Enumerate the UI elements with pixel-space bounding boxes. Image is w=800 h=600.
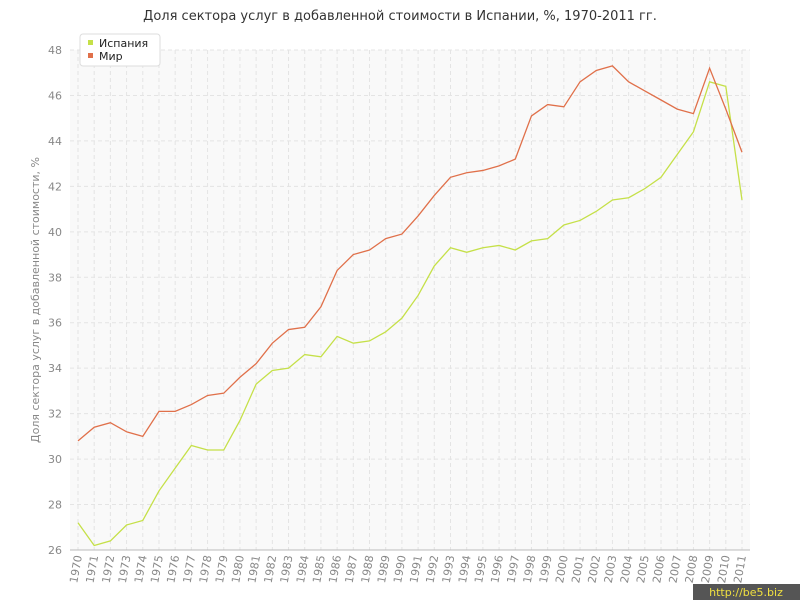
legend-label: Мир xyxy=(99,50,123,63)
y-tick-label: 38 xyxy=(48,271,62,284)
x-tick-label: 2009 xyxy=(699,554,717,584)
y-tick-label: 42 xyxy=(48,180,62,193)
series-line xyxy=(77,81,743,547)
y-tick-label: 26 xyxy=(48,544,62,557)
y-tick-label: 34 xyxy=(48,362,62,375)
x-tick-label: 1984 xyxy=(294,554,312,584)
x-tick-label: 1981 xyxy=(245,554,263,584)
legend-label: Испания xyxy=(99,37,148,50)
x-tick-label: 1974 xyxy=(132,554,150,584)
x-tick-label: 1992 xyxy=(424,554,442,584)
x-tick-label: 1999 xyxy=(537,554,555,584)
y-tick-label: 46 xyxy=(48,89,62,102)
x-tick-label: 1975 xyxy=(148,554,166,584)
watermark-bg xyxy=(693,584,800,600)
x-tick-label: 1998 xyxy=(521,554,539,584)
watermark: http://be5.biz xyxy=(709,586,783,599)
x-tick-label: 1986 xyxy=(326,554,344,584)
legend-box xyxy=(79,33,161,67)
x-tick-label: 1980 xyxy=(229,554,247,584)
y-tick-label: 32 xyxy=(48,408,62,421)
y-axis-label: Доля сектора услуг в добавленной стоимос… xyxy=(29,157,42,443)
plot-area xyxy=(70,50,750,550)
x-tick-label: 1977 xyxy=(181,554,199,584)
y-tick-label: 40 xyxy=(48,226,62,239)
x-tick-label: 2006 xyxy=(650,554,668,584)
x-tick-label: 1982 xyxy=(262,554,280,584)
x-tick-label: 1972 xyxy=(100,554,118,584)
x-tick-label: 1997 xyxy=(505,554,523,584)
x-tick-label: 2011 xyxy=(731,554,749,584)
x-tick-label: 1971 xyxy=(83,554,101,584)
x-tick-label: 1990 xyxy=(391,554,409,584)
x-tick-label: 2000 xyxy=(553,554,571,584)
y-tick-label: 30 xyxy=(48,453,62,466)
x-tick-label: 2007 xyxy=(667,554,685,584)
x-tick-label: 1973 xyxy=(116,554,134,584)
x-tick-label: 1993 xyxy=(440,554,458,584)
x-tick-label: 2001 xyxy=(569,554,587,584)
y-tick-label: 28 xyxy=(48,499,62,512)
x-tick-label: 1991 xyxy=(407,554,425,584)
chart-title: Доля сектора услуг в добавленной стоимос… xyxy=(143,9,657,24)
legend-swatch xyxy=(88,40,93,45)
x-tick-label: 2010 xyxy=(715,554,733,584)
x-tick-label: 2002 xyxy=(586,554,604,584)
x-tick-label: 2004 xyxy=(618,554,636,584)
x-tick-label: 2008 xyxy=(683,554,701,584)
y-tick-label: 36 xyxy=(48,317,62,330)
x-tick-label: 1995 xyxy=(472,554,490,584)
x-tick-label: 1976 xyxy=(164,554,182,584)
legend-swatch xyxy=(88,53,93,58)
x-tick-label: 1983 xyxy=(278,554,296,584)
x-tick-label: 1978 xyxy=(197,554,215,584)
x-tick-label: 1987 xyxy=(343,554,361,584)
x-tick-label: 1988 xyxy=(359,554,377,584)
x-tick-label: 1994 xyxy=(456,554,474,584)
x-tick-label: 1985 xyxy=(310,554,328,584)
y-tick-label: 44 xyxy=(48,135,62,148)
x-tick-label: 2003 xyxy=(602,554,620,584)
x-tick-label: 2005 xyxy=(634,554,652,584)
y-tick-label: 48 xyxy=(48,44,62,57)
x-tick-label: 1970 xyxy=(67,554,85,584)
series-line xyxy=(77,65,743,442)
x-tick-label: 1979 xyxy=(213,554,231,584)
x-tick-label: 1996 xyxy=(488,554,506,584)
x-tick-label: 1989 xyxy=(375,554,393,584)
